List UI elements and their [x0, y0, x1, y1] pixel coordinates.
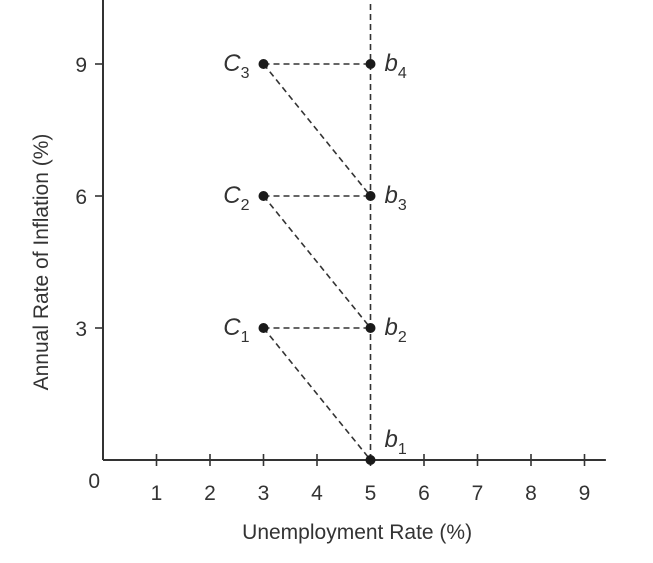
point-label-C2: C2	[223, 182, 249, 214]
point-label-b2: b2	[385, 314, 407, 346]
point-C1	[258, 323, 269, 333]
y-tick-label: 6	[75, 186, 87, 209]
y-tick-label: 9	[75, 54, 87, 77]
segment-C3-b3	[262, 63, 372, 197]
point-label-C1: C1	[223, 314, 249, 346]
x-tick-label: 1	[151, 482, 163, 505]
point-b2	[365, 323, 376, 333]
x-tick-label: 9	[579, 482, 591, 505]
x-tick-label: 5	[365, 482, 377, 505]
x-tick-label: 7	[472, 482, 484, 505]
x-tick-label: 2	[204, 482, 216, 505]
point-label-b1: b1	[385, 426, 407, 458]
x-tick-label: 6	[418, 482, 430, 505]
point-b1	[365, 455, 376, 465]
y-axis-label: Annual Rate of Inflation (%)	[30, 134, 53, 391]
x-tick-label: 4	[311, 482, 323, 505]
guide-lines	[262, 3, 372, 461]
axis-ticks: 1 2 3 4 5 6 7 8 9 3 6 9	[75, 54, 590, 505]
y-tick-label: 3	[75, 318, 87, 341]
point-C2	[258, 191, 269, 201]
data-points: b1 b2 b3 b4 C1 C2 C3	[223, 50, 407, 465]
x-tick-label: 3	[258, 482, 270, 505]
point-label-b4: b4	[385, 50, 407, 82]
segment-C1-b1	[262, 327, 372, 461]
x-axis-label: Unemployment Rate (%)	[242, 521, 472, 544]
point-label-C3: C3	[223, 50, 249, 82]
segment-C2-b2	[262, 195, 372, 329]
point-C3	[258, 59, 269, 69]
point-b3	[365, 191, 376, 201]
origin-label: 0	[88, 470, 100, 493]
x-tick-label: 8	[525, 482, 537, 505]
point-label-b3: b3	[385, 182, 407, 214]
point-b4	[365, 59, 376, 69]
